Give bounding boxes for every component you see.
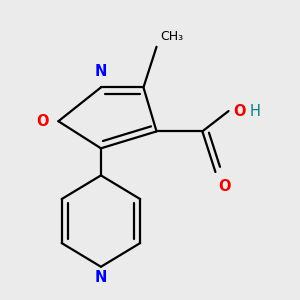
Text: O: O (219, 179, 231, 194)
Text: H: H (250, 103, 261, 118)
Text: O: O (233, 103, 246, 118)
Text: O: O (37, 114, 49, 129)
Text: N: N (95, 64, 107, 79)
Text: CH₃: CH₃ (160, 30, 183, 44)
Text: N: N (95, 270, 107, 285)
